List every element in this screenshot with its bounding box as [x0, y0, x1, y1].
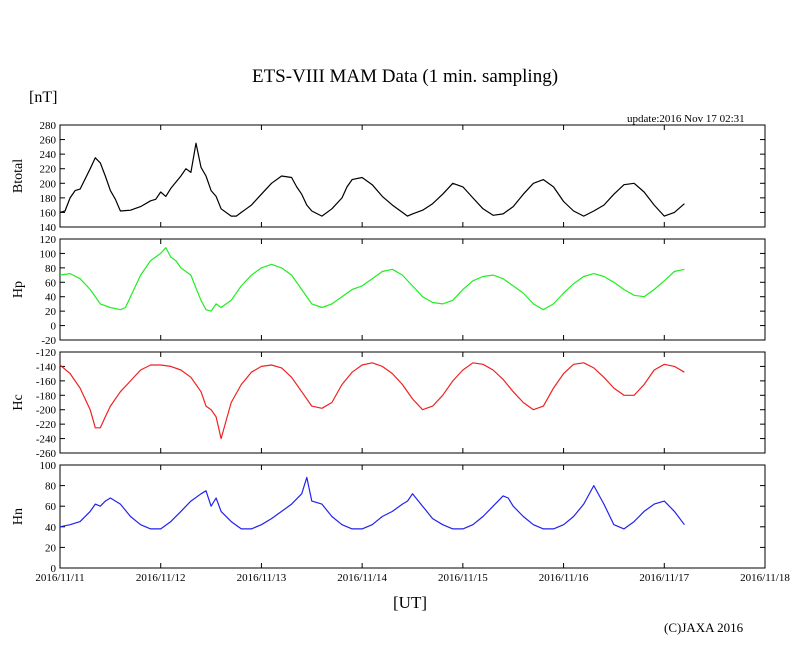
x-tick-label: 2016/11/12 — [136, 572, 186, 584]
panel-frame-hp — [59, 238, 766, 341]
panel-frame-btotal — [59, 124, 766, 228]
y-tick-label: -140 — [36, 361, 57, 373]
x-tick-label: 2016/11/16 — [539, 572, 589, 584]
update-timestamp: update:2016 Nov 17 02:31 — [627, 113, 745, 125]
y-tick-label: -180 — [36, 390, 57, 402]
y-tick-label: 80 — [45, 263, 57, 275]
y-tick-label: 240 — [40, 149, 57, 161]
y-tick-label: 260 — [40, 135, 57, 147]
y-axis-label-hc: Hc — [11, 394, 26, 410]
y-axis-label-btotal: Btotal — [11, 159, 26, 193]
y-tick-label: -200 — [36, 405, 57, 417]
series-line-hp — [59, 247, 685, 312]
panel-frame-hc — [59, 351, 766, 454]
y-tick-label: 100 — [40, 248, 57, 260]
x-tick-label: 2016/11/17 — [639, 572, 689, 584]
y-tick-label: 200 — [40, 178, 57, 190]
x-tick-label: 2016/11/14 — [337, 572, 387, 584]
y-axis-label-hn: Hn — [11, 508, 26, 525]
y-tick-label: 160 — [40, 207, 57, 219]
y-tick-label: 60 — [45, 277, 57, 289]
y-unit-label: [nT] — [29, 89, 58, 106]
y-tick-label: -20 — [41, 335, 56, 347]
x-axis-label: [UT] — [393, 593, 427, 612]
y-tick-label: 80 — [45, 481, 57, 493]
x-tick-label: 2016/11/13 — [237, 572, 287, 584]
y-tick-label: 20 — [45, 306, 57, 318]
x-tick-label: 2016/11/15 — [438, 572, 488, 584]
y-tick-label: 0 — [51, 563, 57, 575]
y-tick-label: 100 — [40, 460, 57, 472]
y-tick-label: 0 — [51, 321, 57, 333]
y-tick-label: -220 — [36, 419, 57, 431]
y-tick-label: 60 — [45, 501, 57, 513]
series-line-hc — [59, 362, 685, 440]
y-tick-label: 140 — [40, 222, 57, 234]
y-tick-label: -160 — [36, 376, 57, 388]
y-tick-label: -240 — [36, 434, 57, 446]
y-axis-label-hp: Hp — [11, 281, 26, 298]
chart-title: ETS-VIII MAM Data (1 min. sampling) — [251, 66, 559, 87]
y-tick-label: 20 — [45, 542, 57, 554]
y-tick-label: 40 — [45, 522, 57, 534]
series-line-hn — [59, 476, 685, 530]
y-tick-label: 40 — [45, 292, 57, 304]
y-tick-label: 220 — [40, 164, 57, 176]
y-tick-label: 180 — [40, 193, 57, 205]
panel-frame-hn — [59, 464, 766, 569]
y-tick-label: 280 — [40, 120, 57, 132]
y-tick-label: -120 — [36, 347, 57, 359]
x-tick-label: 2016/11/11 — [35, 572, 84, 584]
y-tick-label: 120 — [40, 234, 57, 246]
copyright-text: (C)JAXA 2016 — [664, 620, 744, 635]
y-tick-label: -260 — [36, 448, 57, 460]
x-tick-label: 2016/11/18 — [740, 572, 790, 584]
series-line-btotal — [59, 142, 685, 217]
